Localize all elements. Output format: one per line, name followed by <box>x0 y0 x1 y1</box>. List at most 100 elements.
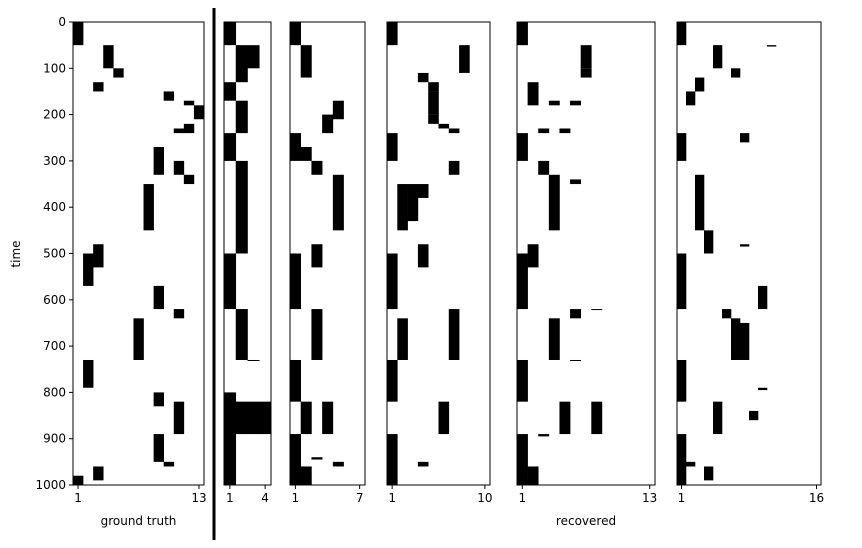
heatmap-cell <box>153 147 164 175</box>
heatmap-cell <box>448 160 460 175</box>
heatmap-cell <box>235 100 248 134</box>
heatmap-cell <box>517 359 528 402</box>
heatmap-cell <box>407 184 419 222</box>
heatmap-cell <box>428 82 439 92</box>
heatmap-cell <box>417 461 429 467</box>
panel-background <box>517 22 655 485</box>
x-tick-label: 10 <box>477 491 492 505</box>
heatmap-cell <box>397 184 408 231</box>
heatmap-cell <box>740 244 750 247</box>
heatmap-cell <box>183 100 195 106</box>
heatmap-cell <box>224 82 237 101</box>
heatmap-cell <box>133 318 144 360</box>
y-tick-label: 900 <box>43 432 66 446</box>
heatmap-cell <box>713 401 723 435</box>
x-tick-label: 1 <box>388 491 396 505</box>
x-tick-label: 4 <box>261 491 269 505</box>
y-tick-label: 800 <box>43 385 66 399</box>
heatmap-cell <box>224 133 237 161</box>
panel-caption: recovered <box>556 514 616 528</box>
heatmap-cell <box>740 133 750 143</box>
heatmap-cell <box>290 359 302 402</box>
heatmap-cell <box>153 434 164 462</box>
heatmap-cell <box>704 466 714 481</box>
heatmap-cell <box>153 285 164 310</box>
x-tick-label: 1 <box>292 491 300 505</box>
panel-frame <box>386 21 491 486</box>
panel-frame <box>223 21 272 486</box>
heatmap-cell <box>713 45 723 69</box>
heatmap-cell <box>677 434 687 485</box>
y-tick-label: 700 <box>43 339 66 353</box>
y-tick-label: 400 <box>43 200 66 214</box>
heatmap-cell <box>332 174 344 231</box>
heatmap-cell <box>686 91 696 106</box>
heatmap-cell <box>538 128 550 134</box>
y-tick-label: 0 <box>58 15 66 29</box>
heatmap-cell <box>183 174 195 185</box>
heatmap-cell <box>448 309 460 360</box>
heatmap-cell <box>695 77 705 92</box>
heatmap-cell <box>767 45 777 47</box>
y-tick-label: 300 <box>43 154 66 168</box>
heatmap-cell <box>570 309 581 319</box>
panel-frame <box>516 21 656 486</box>
heatmap-cell <box>517 22 528 46</box>
heatmap-cell <box>570 359 581 361</box>
heatmap-cell <box>731 318 741 360</box>
heatmap-cell <box>322 114 334 134</box>
heatmap-cell <box>93 466 104 481</box>
panel-caption: ground truth <box>101 514 177 528</box>
heatmap-cell <box>428 114 439 124</box>
heatmap-cell <box>580 45 592 69</box>
heatmap-cell <box>73 22 84 46</box>
heatmap-cell <box>417 72 429 83</box>
heatmap-cell <box>247 45 260 69</box>
heatmap-cell <box>290 253 302 310</box>
y-axis-label: time <box>9 240 23 267</box>
heatmap-cell <box>300 401 312 435</box>
heatmap-cell <box>311 457 323 460</box>
heatmap-cell <box>459 45 470 73</box>
heatmap-cell <box>143 184 154 231</box>
y-tick-label: 200 <box>43 108 66 122</box>
heatmap-cell <box>300 45 312 78</box>
heatmap-cell <box>235 309 248 360</box>
heatmap-cell <box>300 147 312 161</box>
heatmap-cell <box>93 244 104 268</box>
heatmap-cell <box>758 387 768 391</box>
heatmap-cell <box>300 466 312 485</box>
heatmap-cell <box>428 91 439 115</box>
heatmap-cell <box>387 359 398 402</box>
y-tick-label: 1000 <box>35 478 66 492</box>
heatmap-cell <box>538 434 550 437</box>
heatmap-cell <box>290 22 302 46</box>
x-tick-label: 1 <box>74 491 82 505</box>
heatmap-cell <box>448 128 460 134</box>
heatmap-cell <box>224 253 237 310</box>
heatmap-cell <box>193 105 205 120</box>
heatmap-cell <box>677 22 687 46</box>
heatmap-cell <box>527 244 539 268</box>
heatmap-cell <box>740 322 750 360</box>
heatmap-cell <box>290 133 302 161</box>
heatmap-cell <box>731 68 741 78</box>
heatmap-cell <box>332 461 344 467</box>
x-tick-label: 13 <box>642 491 657 505</box>
heatmap-cell <box>517 133 528 161</box>
heatmap-cell <box>722 309 732 319</box>
heatmap-cell <box>417 184 429 198</box>
heatmap-cell <box>749 410 759 421</box>
heatmap-cell <box>173 401 185 435</box>
panel-4: 1 10 <box>386 21 492 505</box>
x-tick-label: 13 <box>191 491 206 505</box>
heatmap-cell <box>548 318 560 360</box>
heatmap-cell <box>235 160 248 254</box>
heatmap-cell <box>527 82 539 106</box>
heatmap-cell <box>247 401 260 435</box>
heatmap-cell <box>153 392 164 407</box>
heatmap-cell <box>259 401 272 435</box>
